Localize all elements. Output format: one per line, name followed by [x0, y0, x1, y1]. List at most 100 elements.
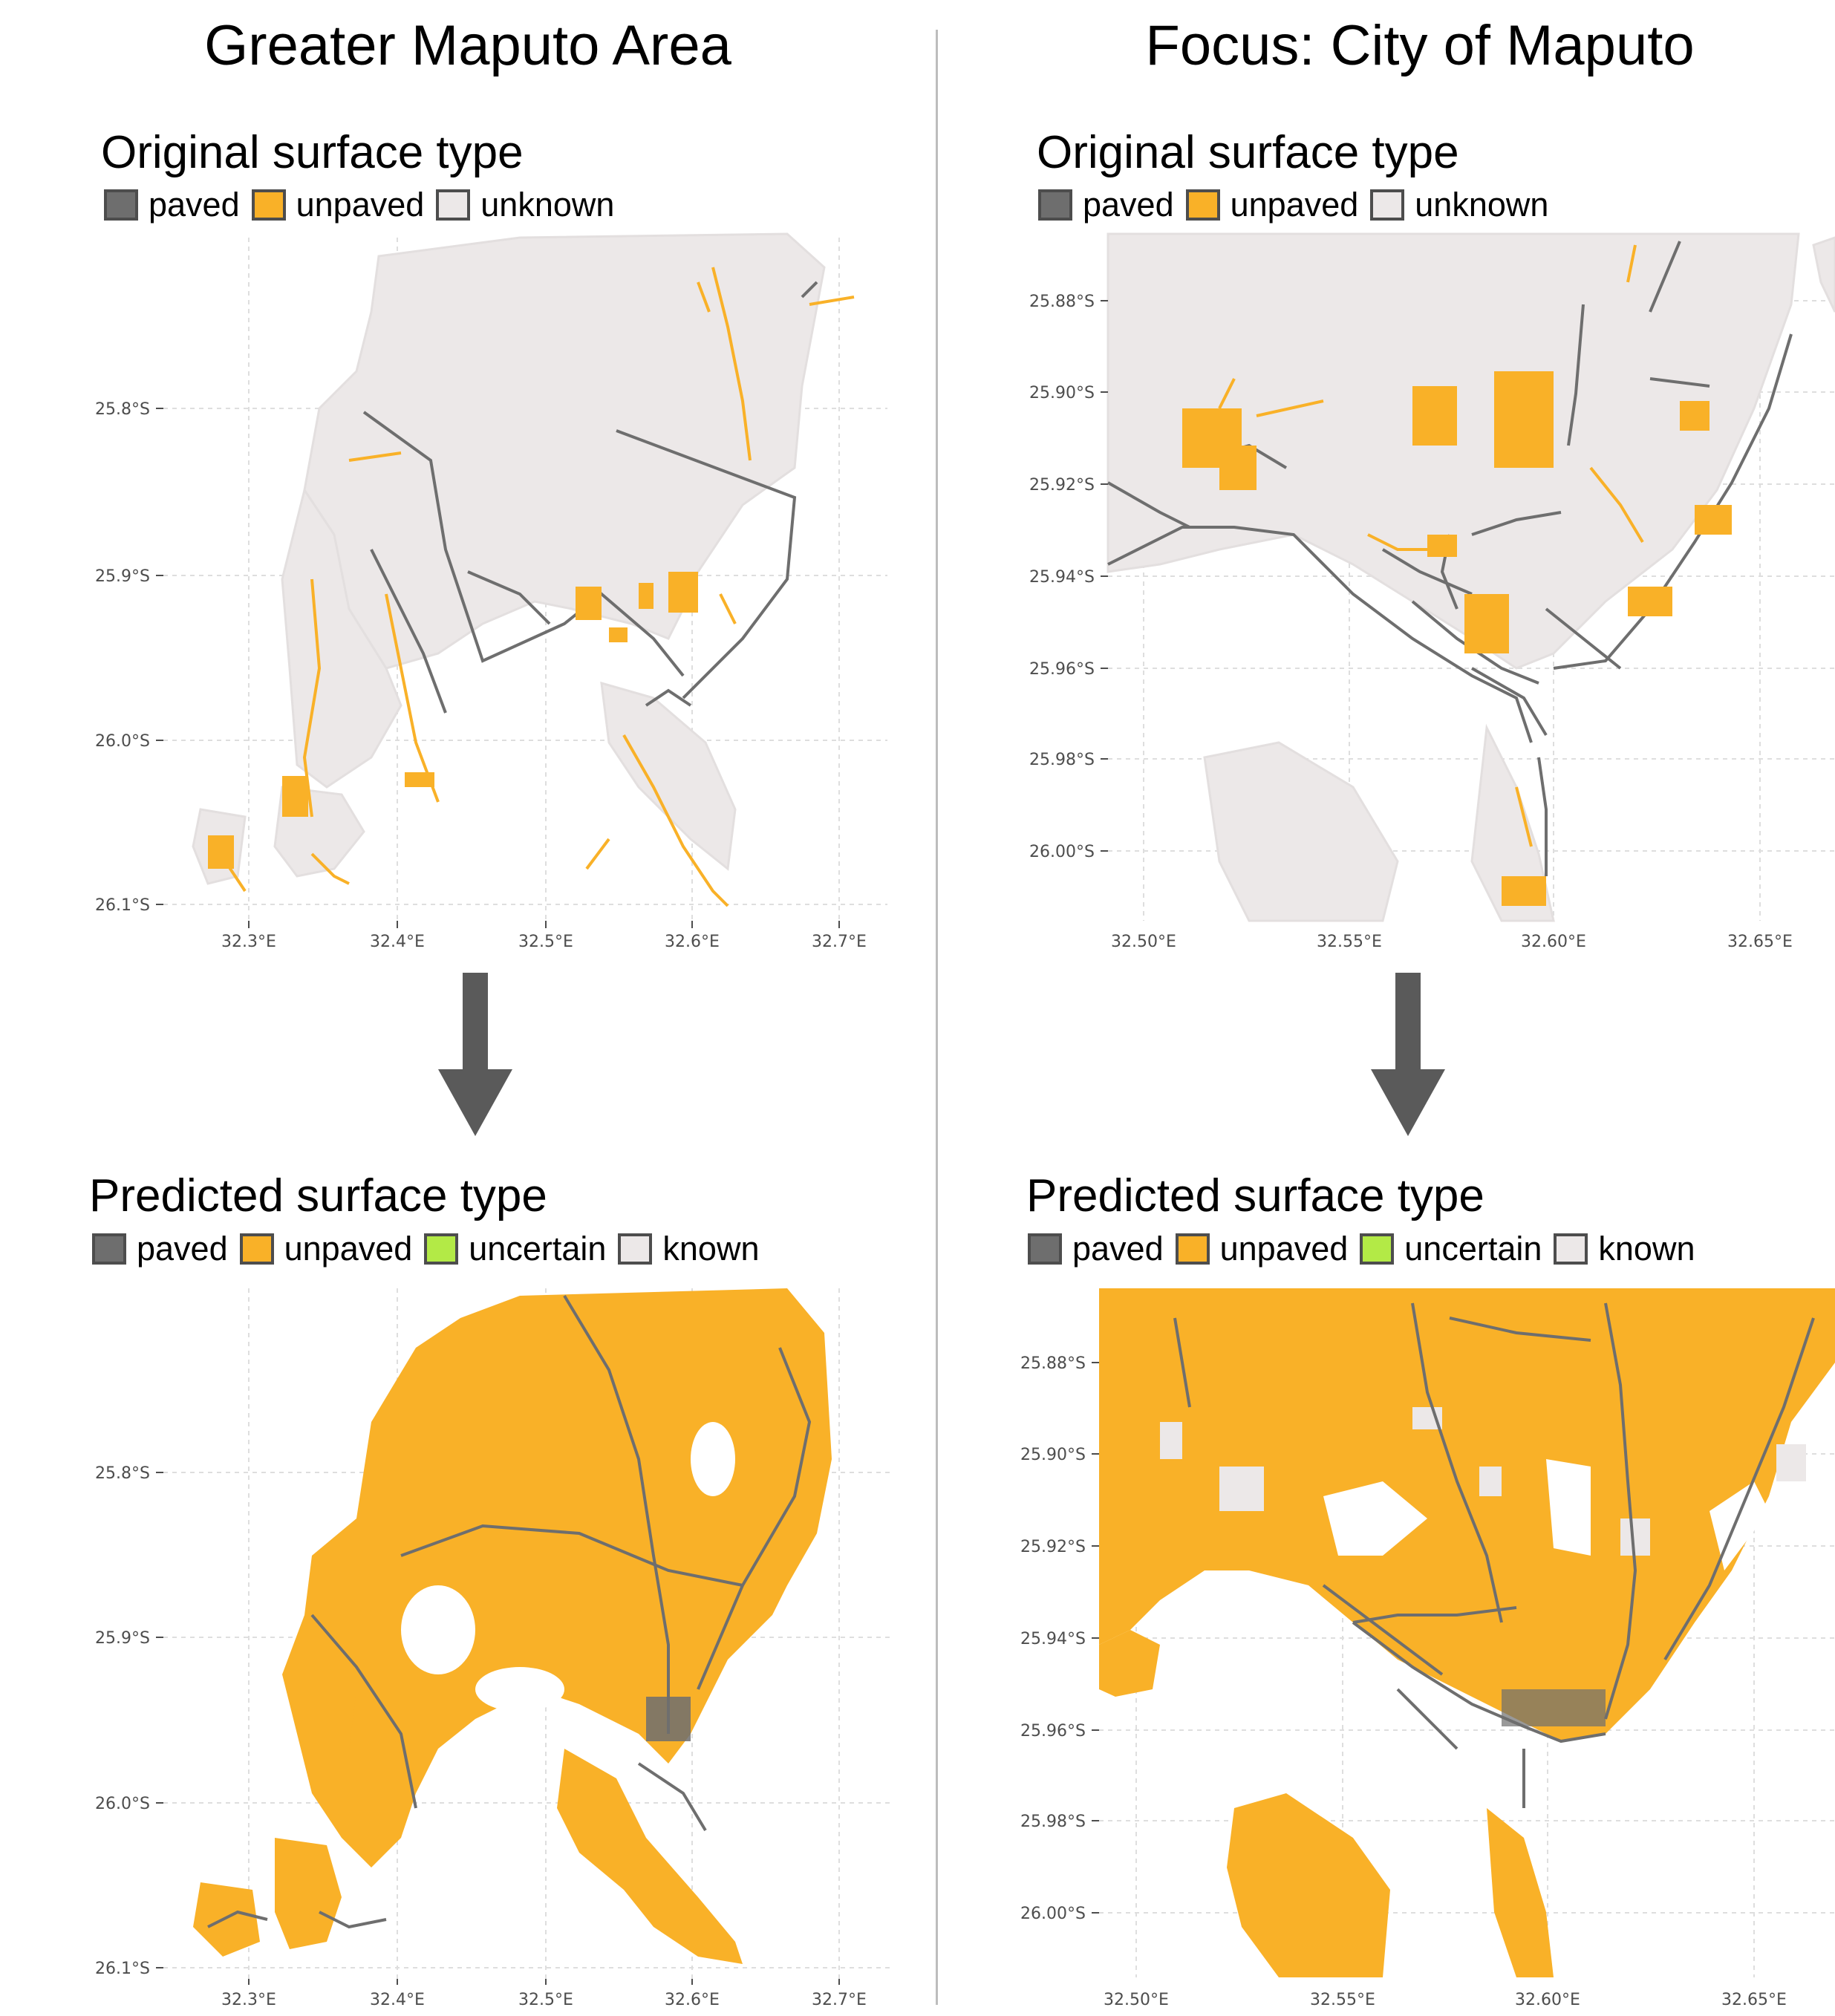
legend-item-paved: paved: [1028, 1230, 1164, 1268]
panel-title-original-left: Original surface type: [101, 127, 524, 178]
panel-title-predicted-left: Predicted surface type: [89, 1170, 547, 1221]
legend-swatch-paved: [1028, 1233, 1062, 1265]
x-tick-labels: 32.3°E 32.4°E 32.5°E 32.6°E 32.7°E: [221, 933, 867, 951]
y-tick-label: 25.96°S: [1029, 660, 1095, 679]
unpaved-blobs: [208, 572, 698, 869]
down-arrow-icon: [1371, 973, 1445, 1140]
legend-item-unpaved: unpaved: [251, 186, 425, 224]
y-tick-label: 25.94°S: [1020, 1630, 1086, 1648]
legend-item-known: known: [1554, 1230, 1695, 1268]
x-tick-label: 32.7°E: [812, 933, 867, 951]
map-original-city-of-maputo: 25.88°S 25.90°S 25.92°S 25.94°S 25.96°S …: [937, 223, 1835, 965]
x-tick-label: 32.6°E: [665, 933, 720, 951]
x-tick-label: 32.55°E: [1310, 1991, 1375, 2009]
y-tick-label: 25.90°S: [1029, 384, 1095, 402]
y-tick-label: 26.1°S: [95, 1960, 150, 1978]
legend-item-unknown: unknown: [436, 186, 614, 224]
x-tick-label: 32.50°E: [1104, 1991, 1169, 2009]
legend-swatch-uncertain: [1360, 1233, 1395, 1265]
x-tick-label: 32.3°E: [221, 1991, 276, 2009]
x-tick-label: 32.55°E: [1317, 933, 1382, 951]
y-tick-label: 26.00°S: [1029, 843, 1095, 861]
white-gaps: [401, 1422, 735, 1712]
legend-original-right: paved unpaved unknown: [1038, 186, 1560, 224]
white-gaps: [1323, 1459, 1769, 1570]
legend-label-unpaved: unpaved: [1230, 186, 1359, 224]
y-tick-labels: 25.88°S 25.90°S 25.92°S 25.94°S 25.96°S …: [1029, 293, 1095, 861]
y-tick-label: 26.0°S: [95, 732, 150, 751]
legend-swatch-paved: [104, 189, 138, 221]
legend-item-paved: paved: [104, 186, 240, 224]
y-tick-label: 25.92°S: [1029, 476, 1095, 495]
y-tick-label: 25.94°S: [1029, 568, 1095, 587]
legend-label-unknown: unknown: [480, 186, 615, 224]
y-tick-labels: 25.88°S 25.90°S 25.92°S 25.94°S 25.96°S …: [1020, 1354, 1086, 1923]
column-divider: [936, 30, 938, 2005]
legend-label-unpaved: unpaved: [296, 186, 425, 224]
x-tick-label: 32.5°E: [518, 933, 573, 951]
x-tick-label: 32.60°E: [1521, 933, 1586, 951]
x-tick-labels: 32.50°E 32.55°E 32.60°E 32.65°E: [1104, 1991, 1787, 2009]
unpaved-predicted-area: [1099, 1288, 1835, 1977]
x-tick-label: 32.60°E: [1515, 1991, 1580, 2009]
legend-swatch-uncertain: [424, 1233, 459, 1265]
y-tick-label: 25.90°S: [1020, 1446, 1086, 1464]
legend-item-paved: paved: [1038, 186, 1174, 224]
legend-item-uncertain: uncertain: [424, 1230, 606, 1268]
legend-swatch-unknown: [436, 189, 471, 221]
y-tick-labels: 25.8°S 25.9°S 26.0°S 26.1°S: [95, 1464, 150, 1978]
axis-ticks: [1101, 300, 1108, 852]
axis-ticks: [1092, 1362, 1099, 1914]
legend-swatch-unpaved: [251, 189, 286, 221]
column-title-right: Focus: City of Maputo: [1145, 14, 1695, 77]
legend-original-left: paved unpaved unknown: [104, 186, 626, 224]
down-arrow-icon: [438, 973, 512, 1140]
y-tick-label: 26.00°S: [1020, 1905, 1086, 1923]
x-tick-label: 32.4°E: [370, 933, 425, 951]
unpaved-roads: [1218, 244, 1644, 847]
x-tick-label: 32.5°E: [518, 1991, 573, 2009]
legend-label-unknown: unknown: [1415, 186, 1549, 224]
legend-item-unknown: unknown: [1370, 186, 1548, 224]
legend-swatch-known: [1554, 1233, 1588, 1265]
y-tick-label: 26.0°S: [95, 1795, 150, 1813]
y-tick-label: 25.9°S: [95, 567, 150, 586]
legend-swatch-unpaved: [1175, 1233, 1210, 1265]
legend-item-paved: paved: [92, 1230, 228, 1268]
y-tick-label: 25.88°S: [1020, 1354, 1086, 1373]
unknown-road-area: [1106, 232, 1835, 922]
x-tick-label: 32.50°E: [1111, 933, 1176, 951]
legend-swatch-unpaved: [1185, 189, 1220, 221]
legend-label-paved: paved: [149, 186, 240, 224]
paved-city-core: [646, 1697, 691, 1741]
y-tick-labels: 25.8°S 25.9°S 26.0°S 26.1°S: [95, 400, 150, 915]
known-patches: [1160, 1407, 1806, 1556]
x-tick-label: 32.6°E: [665, 1991, 720, 2009]
y-tick-label: 25.98°S: [1020, 1813, 1086, 1831]
legend-item-unpaved: unpaved: [1175, 1230, 1349, 1268]
unpaved-predicted-area: [193, 1288, 832, 1964]
legend-label-paved: paved: [1083, 186, 1174, 224]
map-predicted-greater-maputo: 25.8°S 25.9°S 26.0°S 26.1°S 32.3°E 32.4°…: [0, 1273, 921, 2016]
y-tick-label: 25.8°S: [95, 400, 150, 419]
legend-label-uncertain: uncertain: [469, 1230, 607, 1268]
column-title-left: Greater Maputo Area: [204, 14, 731, 77]
legend-predicted-left: paved unpaved uncertain known: [92, 1230, 771, 1268]
legend-swatch-known: [618, 1233, 653, 1265]
x-tick-label: 32.4°E: [370, 1991, 425, 2009]
legend-swatch-paved: [92, 1233, 126, 1265]
paved-roads: [1173, 1302, 1815, 1808]
x-tick-label: 32.7°E: [812, 1991, 867, 2009]
paved-roads: [207, 1294, 812, 1929]
axis-ticks: [156, 408, 840, 928]
y-tick-label: 25.9°S: [95, 1629, 150, 1648]
legend-predicted-right: paved unpaved uncertain known: [1028, 1230, 1707, 1268]
legend-swatch-unknown: [1370, 189, 1405, 221]
x-tick-label: 32.65°E: [1727, 933, 1793, 951]
y-tick-label: 26.1°S: [95, 896, 150, 915]
y-tick-label: 25.88°S: [1029, 293, 1095, 311]
axis-ticks: [156, 1472, 840, 1985]
legend-item-known: known: [618, 1230, 759, 1268]
legend-swatch-unpaved: [239, 1233, 274, 1265]
legend-label-unpaved: unpaved: [1219, 1230, 1349, 1268]
